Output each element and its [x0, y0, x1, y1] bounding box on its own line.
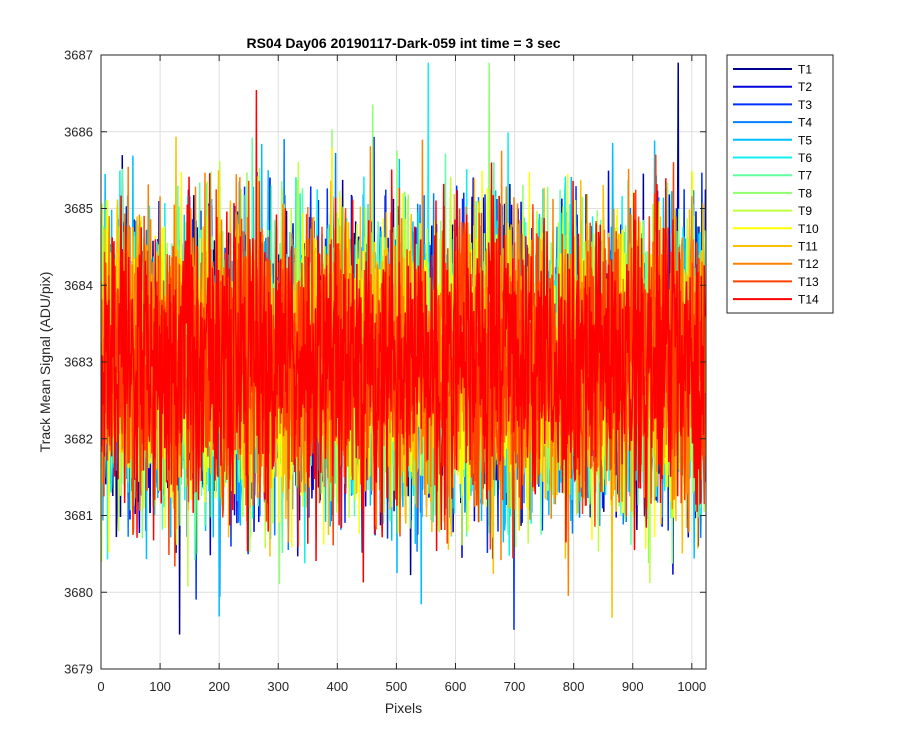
y-axis-title: Track Mean Signal (ADU/pix)	[37, 272, 53, 453]
legend-label-t1: T1	[798, 63, 812, 77]
x-tick-label: 0	[97, 679, 104, 694]
y-tick-label: 3680	[64, 585, 93, 600]
legend-label-t14: T14	[798, 293, 819, 307]
legend: T1 T2 T3 T4 T5 T6 T7 T8 T9 T10 T11 T12 T13 T14	[726, 54, 834, 314]
series-line-t14	[101, 89, 706, 583]
x-axis-title: Pixels	[385, 700, 422, 716]
legend-label-t6: T6	[798, 151, 812, 165]
legend-label-t11: T11	[798, 240, 818, 254]
data-series	[101, 62, 706, 635]
y-tick-label: 3685	[64, 201, 93, 216]
legend-label-t10: T10	[798, 222, 819, 236]
legend-label-t9: T9	[798, 204, 812, 218]
x-tick-label: 1000	[677, 679, 706, 694]
legend-label-t2: T2	[798, 80, 812, 94]
x-tick-label: 300	[267, 679, 289, 694]
legend-label-t3: T3	[798, 98, 812, 112]
legend-label-t12: T12	[798, 257, 819, 271]
chart-title: RS04 Day06 20190117-Dark-059 int time = …	[246, 35, 560, 51]
x-tick-label: 200	[208, 679, 230, 694]
x-tick-label: 600	[445, 679, 467, 694]
x-tick-label: 500	[386, 679, 408, 694]
y-tick-label: 3684	[64, 278, 93, 293]
x-tick-label: 800	[563, 679, 585, 694]
legend-label-t5: T5	[798, 133, 812, 147]
legend-label-t13: T13	[798, 275, 819, 289]
y-tick-label: 3682	[64, 431, 93, 446]
x-tick-label: 100	[149, 679, 171, 694]
y-tick-label: 3683	[64, 355, 93, 370]
legend-label-t7: T7	[798, 169, 812, 183]
x-tick-label: 900	[622, 679, 644, 694]
y-tick-label: 3679	[64, 662, 93, 677]
legend-label-t8: T8	[798, 186, 812, 200]
legend-box	[726, 54, 834, 314]
x-tick-label: 400	[326, 679, 348, 694]
x-tick-label: 700	[504, 679, 526, 694]
y-tick-label: 3686	[64, 124, 93, 139]
legend-label-t4: T4	[798, 116, 812, 130]
axis-ticks: 0 100 200 300 400 500 600 700 800 900 1000 3679 3680…	[64, 48, 706, 695]
y-tick-label: 3687	[64, 48, 93, 63]
y-tick-label: 3681	[64, 508, 93, 523]
